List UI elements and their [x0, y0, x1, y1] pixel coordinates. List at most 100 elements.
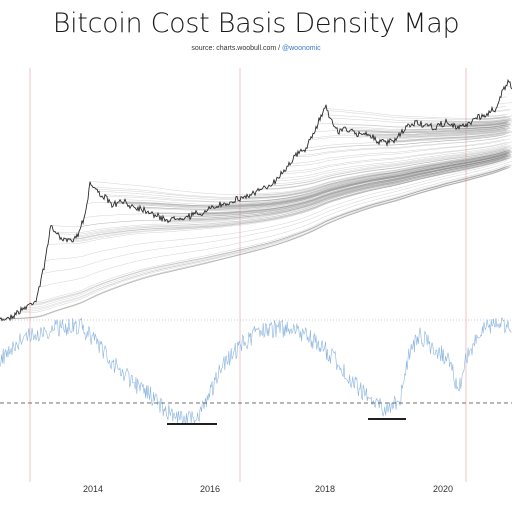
- density-line: [479, 116, 511, 120]
- density-line: [215, 152, 511, 208]
- density-line: [15, 166, 510, 314]
- density-line: [462, 121, 509, 126]
- density-line: [395, 131, 507, 141]
- density-line: [359, 127, 511, 135]
- density-line: [305, 131, 512, 148]
- x-tick-label: 2018: [315, 484, 335, 494]
- density-line: [77, 157, 509, 238]
- density-line: [278, 143, 510, 179]
- density-line: [32, 164, 512, 305]
- density-line: [290, 138, 506, 164]
- bottom-markers: [167, 418, 406, 425]
- density-line: [245, 150, 509, 199]
- density-line: [287, 138, 511, 167]
- density-line: [237, 150, 508, 197]
- density-line: [44, 160, 508, 262]
- density-line: [266, 148, 506, 189]
- density-line: [464, 122, 512, 127]
- density-line: [206, 153, 510, 212]
- density-line: [497, 102, 512, 104]
- density-line: [179, 156, 507, 219]
- density-line: [488, 109, 512, 112]
- density-line: [296, 135, 512, 157]
- density-line: [104, 149, 512, 202]
- density-line: [254, 149, 510, 196]
- density-line: [470, 121, 510, 125]
- density-line: [473, 115, 512, 119]
- density-line: [224, 150, 512, 204]
- density-line: [38, 163, 510, 287]
- density-line: [458, 125, 506, 129]
- density-line: [446, 119, 510, 124]
- density-line: [377, 131, 512, 143]
- x-axis: 2014 2016 2018 2020: [83, 484, 453, 494]
- density-line: [269, 146, 509, 187]
- density-line: [482, 114, 506, 117]
- density-line: [248, 149, 512, 198]
- x-tick-label: 2016: [200, 484, 220, 494]
- density-line: [371, 130, 507, 139]
- density-line: [317, 122, 509, 128]
- density-line: [383, 131, 511, 142]
- density-line: [363, 128, 506, 136]
- price-series: [0, 78, 512, 322]
- density-line: [192, 153, 511, 213]
- density-line: [281, 141, 512, 175]
- density-line: [2, 168, 506, 320]
- density-line: [257, 146, 512, 189]
- density-line: [467, 119, 507, 123]
- density-line: [11, 167, 507, 319]
- density-line: [71, 157, 511, 242]
- x-tick-label: 2014: [83, 484, 103, 494]
- oscillator-line: [0, 317, 512, 425]
- density-line: [357, 128, 508, 137]
- density-line: [251, 149, 507, 194]
- oscillator-panel: [0, 317, 512, 425]
- density-line: [350, 125, 510, 132]
- density-line: [398, 126, 510, 134]
- density-line: [35, 166, 507, 303]
- density-line: [494, 110, 510, 112]
- density-line: [308, 129, 508, 140]
- density-line: [201, 153, 512, 216]
- density-line: [416, 117, 512, 122]
- density-line: [41, 160, 512, 274]
- year-markers: [29, 68, 467, 482]
- chart-title: Bitcoin Cost Basis Density Map: [52, 8, 460, 39]
- density-line: [440, 118, 512, 122]
- density-line: [311, 127, 511, 139]
- density-line: [143, 152, 511, 210]
- density-line: [95, 149, 511, 199]
- source-handle-link[interactable]: @woonomic: [282, 45, 321, 52]
- density-line: [275, 145, 507, 182]
- density-line: [284, 141, 508, 172]
- density-line: [335, 124, 511, 131]
- source-prefix: source: charts.woobull.com /: [191, 45, 281, 52]
- density-line: [386, 134, 506, 146]
- density-line: [368, 128, 512, 137]
- density-line: [234, 150, 512, 202]
- density-line: [294, 135, 509, 156]
- density-line: [299, 134, 507, 152]
- density-line: [210, 152, 512, 209]
- density-line: [186, 154, 512, 217]
- density-line: [408, 120, 511, 125]
- density-line: [389, 129, 509, 140]
- density-line: [218, 153, 506, 207]
- density-line: [21, 166, 508, 308]
- density-line: [354, 125, 512, 133]
- density-line: [491, 106, 507, 108]
- density-line: [272, 145, 512, 184]
- density-line: [239, 149, 511, 202]
- density-line: [452, 123, 508, 128]
- reference-lines: [0, 319, 512, 404]
- density-line: [326, 110, 510, 120]
- x-tick-label: 2020: [433, 484, 453, 494]
- density-line: [74, 157, 506, 237]
- density-line: [227, 152, 507, 206]
- density-line: [89, 148, 512, 196]
- density-line: [374, 128, 510, 138]
- cost-basis-density-lines: [0, 86, 512, 320]
- density-line: [485, 113, 509, 117]
